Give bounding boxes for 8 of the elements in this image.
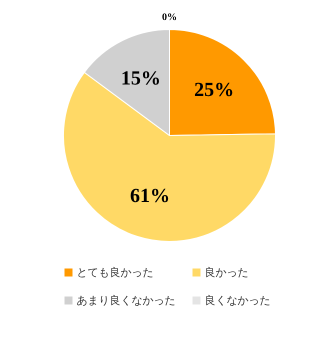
text: 0% xyxy=(162,12,177,23)
legend-label: 良くなかった xyxy=(204,294,270,307)
data-label: 25% xyxy=(194,79,234,102)
data-label: 15% xyxy=(120,68,161,90)
legend-label: あまり良くなかった xyxy=(76,294,176,307)
data-label: 61% xyxy=(130,185,170,208)
legend-label: とても良かった xyxy=(76,266,154,279)
legend-label: 良かった xyxy=(204,266,248,279)
